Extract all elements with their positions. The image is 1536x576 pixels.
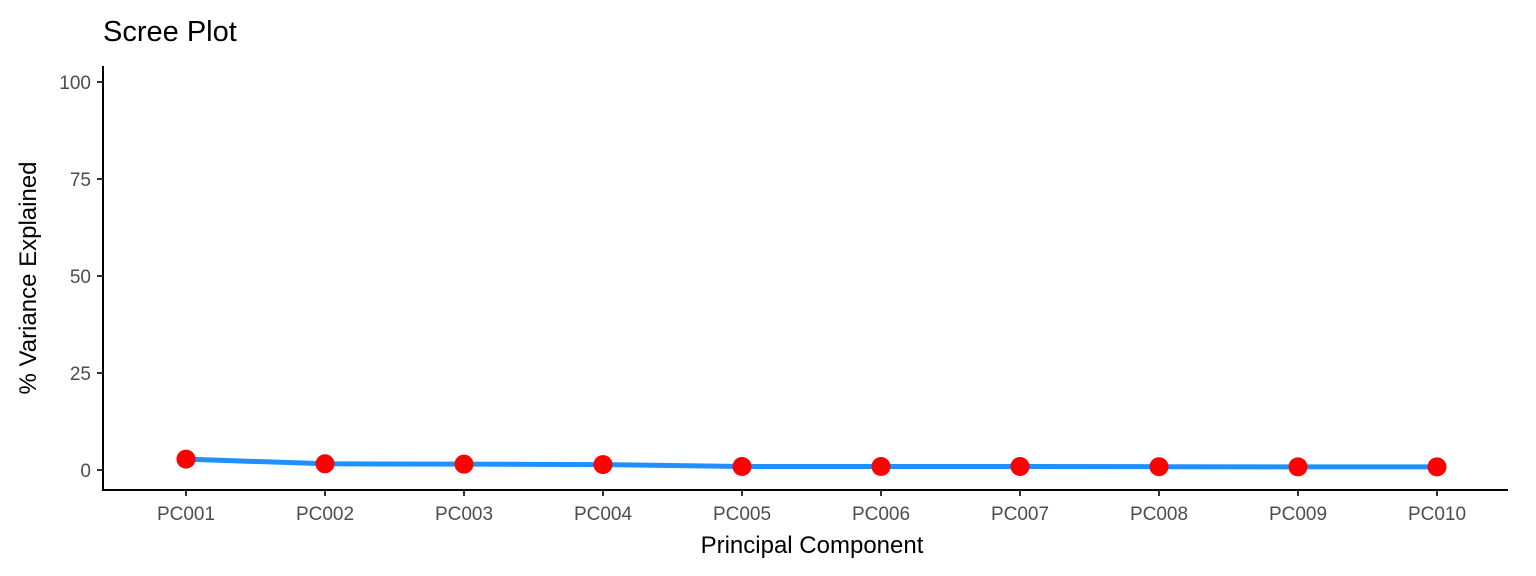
x-tick-label: PC003 <box>435 504 493 525</box>
x-tick-label: PC004 <box>574 504 633 525</box>
x-axis-label: Principal Component <box>701 532 924 559</box>
y-axis-label: % Variance Explained <box>15 161 42 394</box>
data-point-PC007 <box>1010 457 1030 477</box>
data-point-PC005 <box>732 457 752 477</box>
x-tick-label: PC001 <box>157 504 215 525</box>
x-tick-label: PC010 <box>1408 504 1466 525</box>
data-point-PC008 <box>1149 457 1169 477</box>
chart-title: Scree Plot <box>103 16 237 48</box>
x-tick-label: PC008 <box>1130 504 1188 525</box>
y-tick-label: 100 <box>59 73 91 94</box>
y-tick-label: 25 <box>70 364 91 385</box>
data-point-PC010 <box>1427 457 1447 477</box>
data-point-PC003 <box>454 454 474 474</box>
y-tick-label: 50 <box>70 267 91 288</box>
x-tick-label: PC002 <box>296 504 354 525</box>
data-point-PC001 <box>176 449 196 469</box>
y-tick-label: 0 <box>80 461 91 482</box>
x-tick-label: PC009 <box>1269 504 1327 525</box>
series-line <box>185 456 1437 470</box>
x-tick-label: PC006 <box>852 504 910 525</box>
x-tick-label: PC007 <box>991 504 1049 525</box>
data-point-PC004 <box>593 455 613 475</box>
data-point-PC009 <box>1288 457 1308 477</box>
data-point-PC006 <box>871 457 891 477</box>
data-point-PC002 <box>315 454 335 474</box>
y-tick-label: 75 <box>70 170 91 191</box>
x-tick-label: PC005 <box>713 504 771 525</box>
